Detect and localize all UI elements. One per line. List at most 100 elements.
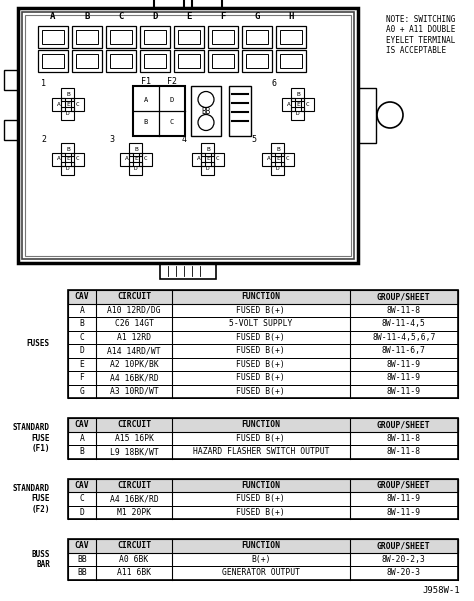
- Text: B: B: [144, 120, 148, 126]
- Bar: [42, 30, 64, 44]
- Bar: [68, 358, 458, 371]
- Text: E: E: [276, 156, 280, 162]
- Bar: [62, 107, 74, 120]
- Bar: [68, 317, 458, 331]
- Bar: [62, 97, 74, 111]
- Text: C: C: [76, 102, 79, 106]
- Text: B: B: [80, 447, 84, 456]
- Text: CAV: CAV: [75, 481, 90, 490]
- Text: D: D: [80, 346, 84, 355]
- Bar: [139, 153, 152, 165]
- Bar: [72, 26, 102, 48]
- Text: B: B: [66, 92, 70, 97]
- Bar: [242, 26, 272, 48]
- Text: D: D: [66, 166, 70, 171]
- Text: C: C: [76, 156, 79, 162]
- Bar: [174, 50, 204, 72]
- Bar: [68, 505, 458, 519]
- Text: FUSED B(+): FUSED B(+): [237, 333, 285, 342]
- Bar: [68, 385, 458, 398]
- Text: C: C: [144, 156, 147, 162]
- Text: F1: F1: [141, 76, 151, 85]
- Text: A: A: [80, 306, 84, 315]
- Text: 8W-11-4,5,6,7: 8W-11-4,5,6,7: [372, 333, 436, 342]
- Bar: [68, 304, 458, 317]
- Text: GROUP/SHEET: GROUP/SHEET: [377, 542, 430, 551]
- Bar: [178, 30, 200, 44]
- Bar: [18, 8, 358, 263]
- Bar: [229, 86, 251, 136]
- Text: 5-VOLT SUPPLY: 5-VOLT SUPPLY: [229, 319, 292, 328]
- Text: B: B: [276, 147, 280, 152]
- Bar: [178, 54, 200, 68]
- Text: B: B: [206, 147, 210, 152]
- Bar: [42, 54, 64, 68]
- Text: F: F: [220, 12, 226, 21]
- Bar: [211, 153, 224, 165]
- Text: B: B: [66, 147, 70, 152]
- Text: A: A: [125, 156, 128, 162]
- Bar: [68, 344, 458, 358]
- Text: C: C: [170, 120, 174, 126]
- Bar: [62, 143, 74, 156]
- Bar: [140, 50, 170, 72]
- Text: A15 16PK: A15 16PK: [115, 434, 154, 443]
- Text: A: A: [144, 97, 148, 103]
- Bar: [68, 290, 458, 398]
- Text: BB: BB: [201, 106, 210, 115]
- Bar: [154, 0, 184, 8]
- Text: GROUP/SHEET: GROUP/SHEET: [377, 420, 430, 429]
- Text: BB: BB: [77, 569, 87, 577]
- Bar: [276, 50, 306, 72]
- Text: G: G: [255, 12, 260, 21]
- Bar: [72, 50, 102, 72]
- Bar: [62, 153, 74, 165]
- Bar: [68, 418, 458, 432]
- Bar: [262, 153, 275, 165]
- Bar: [68, 566, 458, 579]
- Text: A14 14RD/WT: A14 14RD/WT: [107, 346, 161, 355]
- Bar: [4, 70, 18, 90]
- Bar: [129, 153, 143, 165]
- Text: FUSED B(+): FUSED B(+): [237, 346, 285, 355]
- Text: A: A: [80, 434, 84, 443]
- Text: L9 18BK/WT: L9 18BK/WT: [109, 447, 158, 456]
- Text: 8W-11-9: 8W-11-9: [387, 508, 421, 517]
- Bar: [280, 54, 302, 68]
- Text: FUSED B(+): FUSED B(+): [237, 373, 285, 382]
- Text: CIRCUIT: CIRCUIT: [117, 542, 151, 551]
- Bar: [272, 143, 284, 156]
- Bar: [140, 26, 170, 48]
- Bar: [301, 97, 314, 111]
- Bar: [144, 54, 166, 68]
- Text: CAV: CAV: [75, 420, 90, 429]
- Text: FUSED B(+): FUSED B(+): [237, 508, 285, 517]
- Text: A: A: [56, 102, 60, 106]
- Bar: [4, 120, 18, 140]
- Text: FUSED B(+): FUSED B(+): [237, 306, 285, 315]
- Text: C26 14GT: C26 14GT: [115, 319, 154, 328]
- Text: E: E: [80, 360, 84, 369]
- Text: C: C: [306, 102, 310, 106]
- Text: D: D: [206, 166, 210, 171]
- Bar: [272, 153, 284, 165]
- Text: A3 10RD/WT: A3 10RD/WT: [109, 387, 158, 395]
- Text: F2: F2: [167, 76, 177, 85]
- Bar: [68, 539, 458, 579]
- Bar: [68, 539, 458, 552]
- Bar: [201, 153, 215, 165]
- Text: STANDARD
FUSE
(F1): STANDARD FUSE (F1): [13, 423, 50, 453]
- Text: 8W-11-9: 8W-11-9: [387, 360, 421, 369]
- Text: B: B: [84, 12, 90, 21]
- Bar: [52, 97, 65, 111]
- Text: A11 6BK: A11 6BK: [117, 569, 151, 577]
- Bar: [212, 54, 234, 68]
- Text: E: E: [296, 102, 300, 106]
- Text: FUNCTION: FUNCTION: [241, 292, 280, 301]
- Bar: [110, 30, 132, 44]
- Bar: [52, 153, 65, 165]
- Text: 4: 4: [182, 135, 186, 144]
- Text: A4 16BK/RD: A4 16BK/RD: [109, 494, 158, 503]
- Text: B: B: [80, 319, 84, 328]
- Bar: [71, 97, 84, 111]
